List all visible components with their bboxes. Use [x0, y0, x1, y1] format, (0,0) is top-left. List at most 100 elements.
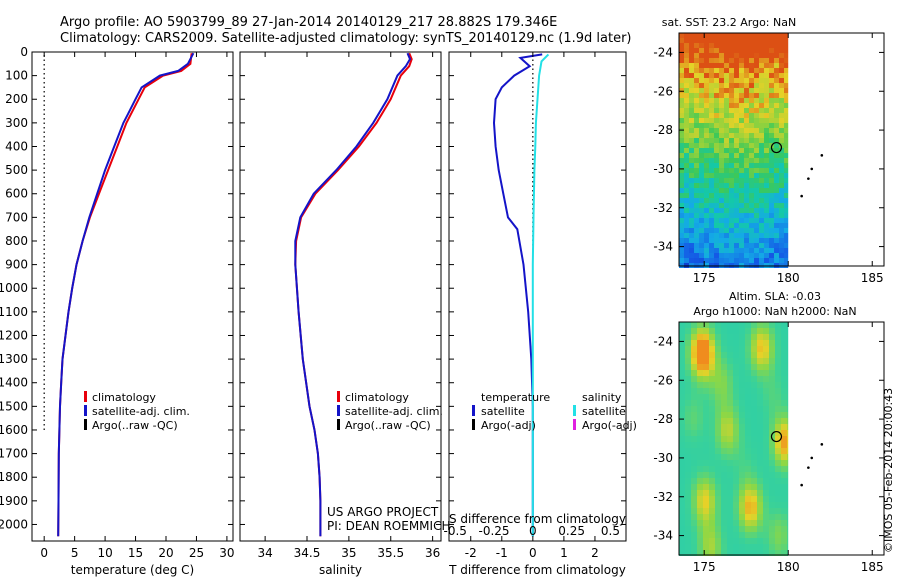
- sla-cell: [685, 430, 691, 436]
- sst-cell: [779, 243, 784, 248]
- sla-cell: [703, 490, 709, 496]
- sla-cell: [763, 340, 769, 346]
- sst-cell: [764, 243, 769, 248]
- top-tick-label: 0.5: [601, 524, 620, 538]
- sst-cell: [779, 38, 784, 43]
- sst-cell: [699, 198, 704, 203]
- sst-cell: [704, 98, 709, 103]
- sla-cell: [781, 538, 787, 544]
- sla-cell: [691, 520, 697, 526]
- sst-cell: [769, 238, 774, 243]
- sst-cell: [784, 138, 789, 143]
- sla-cell: [727, 340, 733, 346]
- sst-cell: [784, 43, 789, 48]
- sla-cell: [763, 376, 769, 382]
- sla-cell: [697, 430, 703, 436]
- sla-cell: [787, 340, 789, 346]
- sst-cell: [724, 183, 729, 188]
- y-tick-label: 1800: [0, 470, 28, 484]
- sst-cell: [754, 173, 759, 178]
- sst-cell: [679, 183, 684, 188]
- sst-cell: [719, 218, 724, 223]
- sla-cell: [721, 370, 727, 376]
- sst-cell: [684, 178, 689, 183]
- sst-cell: [689, 43, 694, 48]
- sst-cell: [704, 78, 709, 83]
- sst-cell: [734, 63, 739, 68]
- sst-cell: [744, 203, 749, 208]
- sst-cell: [774, 223, 779, 228]
- sla-cell: [709, 394, 715, 400]
- sla-cell: [691, 448, 697, 454]
- sst-cell: [719, 168, 724, 173]
- sst-cell: [679, 203, 684, 208]
- sst-cell: [714, 213, 719, 218]
- sst-cell: [749, 38, 754, 43]
- sst-cell: [704, 223, 709, 228]
- sla-cell: [775, 382, 781, 388]
- sla-cell: [769, 418, 775, 424]
- sla-cell: [721, 406, 727, 412]
- sst-cell: [749, 138, 754, 143]
- sst-cell: [739, 123, 744, 128]
- axes-frame: [31, 51, 234, 542]
- sst-cell: [719, 123, 724, 128]
- sst-cell: [694, 123, 699, 128]
- sla-cell: [703, 532, 709, 538]
- sst-cell: [694, 253, 699, 258]
- sla-cell: [721, 490, 727, 496]
- map-y-tick-label: -34: [653, 529, 673, 543]
- sst-cell: [734, 58, 739, 63]
- sla-cell: [679, 550, 685, 556]
- sla-cell: [757, 346, 763, 352]
- sst-cell: [784, 133, 789, 138]
- sst-cell: [719, 258, 724, 263]
- sla-cell: [757, 514, 763, 520]
- sst-cell: [739, 63, 744, 68]
- sst-cell: [774, 123, 779, 128]
- sla-cell: [685, 436, 691, 442]
- sst-cell: [774, 208, 779, 213]
- sst-cell: [769, 223, 774, 228]
- sst-cell: [739, 48, 744, 53]
- sla-cell: [787, 406, 789, 412]
- sla-cell: [715, 490, 721, 496]
- sst-cell: [739, 248, 744, 253]
- sst-cell: [779, 253, 784, 258]
- sla-cell: [769, 538, 775, 544]
- sst-cell: [754, 48, 759, 53]
- sla-cell: [697, 520, 703, 526]
- sst-cell: [689, 173, 694, 178]
- sst-cell: [749, 88, 754, 93]
- sla-cell: [691, 322, 697, 328]
- sst-cell: [759, 193, 764, 198]
- sla-cell: [745, 394, 751, 400]
- sst-cell: [754, 218, 759, 223]
- sst-cell: [759, 33, 764, 38]
- sla-cell: [685, 526, 691, 532]
- sla-cell: [775, 346, 781, 352]
- sst-cell: [699, 203, 704, 208]
- sst-cell: [734, 133, 739, 138]
- sla-cell: [715, 442, 721, 448]
- sst-cell: [704, 103, 709, 108]
- difference-legend: temperature salinity satellite Argo(-adj…: [472, 391, 637, 432]
- sst-cell: [749, 118, 754, 123]
- x-axis-label: salinity: [319, 563, 362, 577]
- sst-cell: [704, 188, 709, 193]
- legend-label-sal-argo: Argo(-adj): [582, 419, 637, 432]
- sla-cell: [787, 370, 789, 376]
- sla-cell: [709, 382, 715, 388]
- sst-cell: [679, 208, 684, 213]
- sst-cell: [754, 53, 759, 58]
- sla-cell: [703, 550, 709, 556]
- sla-cell: [733, 412, 739, 418]
- sst-cell: [684, 193, 689, 198]
- sla-cell: [691, 352, 697, 358]
- sst-cell: [719, 153, 724, 158]
- sla-cell: [709, 478, 715, 484]
- sla-cell: [679, 538, 685, 544]
- sla-cell: [709, 400, 715, 406]
- sla-cell: [787, 526, 789, 532]
- sla-cell: [763, 394, 769, 400]
